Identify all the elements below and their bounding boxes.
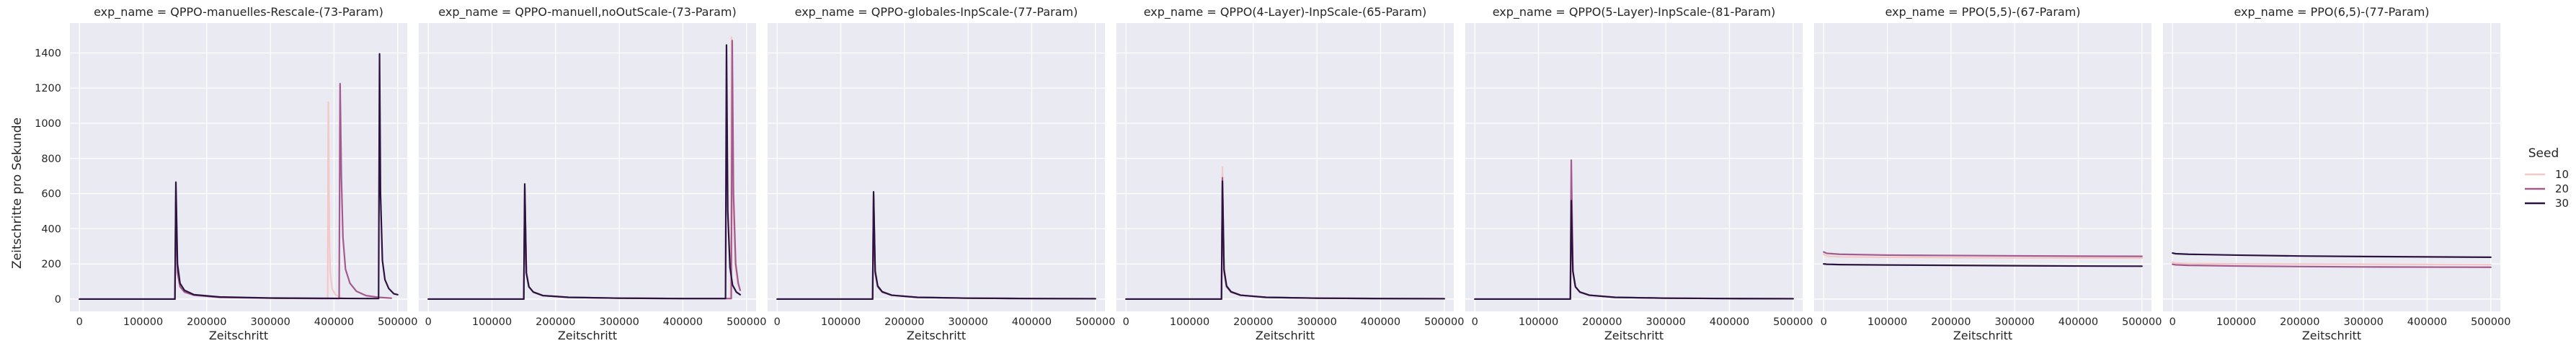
x-tick-label: 300000 — [2343, 316, 2383, 328]
x-tick-label: 500000 — [1424, 316, 1464, 328]
panel-title: exp_name = QPPO(4-Layer)-InpScale-(65-Pa… — [1144, 5, 1427, 19]
plot-background — [1814, 23, 2151, 311]
x-tick-label: 100000 — [1170, 316, 1209, 328]
x-tick-label: 400000 — [2407, 316, 2447, 328]
x-axis-label: Zeitschritt — [1256, 329, 1315, 342]
series-line-seed-30 — [79, 53, 399, 301]
x-tick-label: 200000 — [1233, 316, 1273, 328]
x-axis-label: Zeitschritt — [2302, 329, 2361, 342]
x-tick-label: 300000 — [1994, 316, 2034, 328]
x-tick-label: 0 — [1123, 316, 1129, 328]
plot-background — [1465, 23, 1803, 311]
y-tick-label: 1000 — [35, 118, 61, 130]
plot-background — [1116, 23, 1454, 311]
y-axis-label: Zeitschritte pro Sekunde — [10, 117, 25, 269]
x-tick-label: 0 — [1821, 316, 1827, 328]
x-tick-label: 200000 — [187, 316, 226, 328]
x-tick-label: 100000 — [123, 316, 163, 328]
panel-title: exp_name = PPO(6,5)-(77-Param) — [2234, 5, 2429, 19]
x-tick-label: 200000 — [1582, 316, 1622, 328]
x-axis-label: Zeitschritt — [209, 329, 268, 342]
x-tick-label: 500000 — [1075, 316, 1115, 328]
x-tick-label: 100000 — [1519, 316, 1558, 328]
x-tick-label: 0 — [2169, 316, 2176, 328]
facet-panel-6: exp_name = PPO(5,5)-(67-Param) 0 100000 200… — [1814, 5, 2162, 342]
x-axis-label: Zeitschritt — [558, 329, 617, 342]
legend-title: Seed — [2528, 146, 2559, 161]
x-tick-label: 100000 — [821, 316, 861, 328]
x-tick-label: 500000 — [2471, 316, 2510, 328]
x-tick-label: 200000 — [884, 316, 924, 328]
y-tick-label: 800 — [41, 154, 61, 165]
x-tick-label: 0 — [774, 316, 781, 328]
facet-panel-5: exp_name = QPPO(5-Layer)-InpScale-(81-Pa… — [1465, 5, 1813, 342]
x-tick-label: 400000 — [1012, 316, 1052, 328]
x-tick-label: 200000 — [536, 316, 575, 328]
x-tick-label: 100000 — [2216, 316, 2256, 328]
panel-title: exp_name = QPPO-globales-InpScale-(77-Pa… — [795, 5, 1078, 19]
x-tick-label: 100000 — [472, 316, 512, 328]
plot-background — [2163, 23, 2500, 311]
plot-background — [768, 23, 1105, 311]
series-line-seed-20 — [2172, 263, 2492, 268]
x-tick-label: 400000 — [314, 316, 354, 328]
x-tick-label: 400000 — [1361, 316, 1400, 328]
x-tick-label: 400000 — [663, 316, 703, 328]
series-line-seed-30 — [1125, 180, 1445, 301]
x-tick-label: 400000 — [2058, 316, 2098, 328]
facet-panel-4: exp_name = QPPO(4-Layer)-InpScale-(65-Pa… — [1116, 5, 1464, 342]
plot-background — [70, 23, 407, 311]
plot-background — [419, 23, 756, 311]
panel-title: exp_name = PPO(5,5)-(67-Param) — [1885, 5, 2080, 19]
facet-panel-2: exp_name = QPPO-manuell,noOutScale-(73-P… — [419, 5, 766, 342]
x-tick-label: 500000 — [727, 316, 766, 328]
facet-panel-1: exp_name = QPPO-manuelles-Rescale-(73-Pa… — [35, 5, 417, 342]
x-tick-label: 500000 — [378, 316, 417, 328]
x-axis-label: Zeitschritt — [907, 329, 966, 342]
panel-title: exp_name = QPPO-manuell,noOutScale-(73-P… — [438, 5, 736, 19]
x-tick-label: 300000 — [250, 316, 290, 328]
series-line-seed-30 — [1474, 200, 1794, 301]
facet-panels: exp_name = QPPO-manuelles-Rescale-(73-Pa… — [35, 5, 2510, 342]
y-tick-label: 1200 — [35, 83, 61, 94]
series-line-seed-10 — [2172, 261, 2492, 266]
x-tick-label: 300000 — [599, 316, 639, 328]
legend-label: 10 — [2555, 168, 2569, 181]
x-axis-label: Zeitschritt — [1953, 329, 2012, 342]
x-tick-label: 200000 — [1931, 316, 1971, 328]
x-tick-label: 100000 — [1867, 316, 1907, 328]
x-tick-label: 0 — [76, 316, 83, 328]
y-tick-label: 400 — [41, 223, 61, 235]
y-tick-label: 600 — [41, 189, 61, 200]
x-tick-label: 0 — [1472, 316, 1478, 328]
x-tick-label: 400000 — [1710, 316, 1749, 328]
series-line-seed-10 — [1823, 253, 2143, 259]
legend-label: 30 — [2555, 197, 2569, 210]
x-tick-label: 300000 — [1645, 316, 1685, 328]
x-tick-label: 500000 — [1773, 316, 1813, 328]
facet-panel-7: exp_name = PPO(6,5)-(77-Param) 0 100000 200… — [2163, 5, 2510, 342]
legend-label: 20 — [2555, 182, 2569, 195]
series-line-seed-30 — [1823, 263, 2143, 267]
facet-panel-3: exp_name = QPPO-globales-InpScale-(77-Pa… — [768, 5, 1115, 342]
y-tick-label: 0 — [55, 294, 61, 306]
panel-title: exp_name = QPPO-manuelles-Rescale-(73-Pa… — [94, 5, 383, 19]
x-tick-label: 300000 — [1297, 316, 1336, 328]
x-tick-label: 500000 — [2122, 316, 2162, 328]
x-tick-label: 0 — [425, 316, 432, 328]
y-tick-label: 1400 — [35, 48, 61, 59]
series-line-seed-20 — [1823, 251, 2143, 257]
x-tick-label: 200000 — [2280, 316, 2319, 328]
series-line-seed-30 — [427, 44, 742, 301]
series-line-seed-30 — [2172, 252, 2492, 258]
x-axis-label: Zeitschritt — [1604, 329, 1664, 342]
panel-title: exp_name = QPPO(5-Layer)-InpScale-(81-Pa… — [1493, 5, 1776, 19]
x-tick-label: 300000 — [948, 316, 987, 328]
series-line-seed-30 — [776, 191, 1096, 301]
y-tick-label: 200 — [41, 259, 61, 270]
